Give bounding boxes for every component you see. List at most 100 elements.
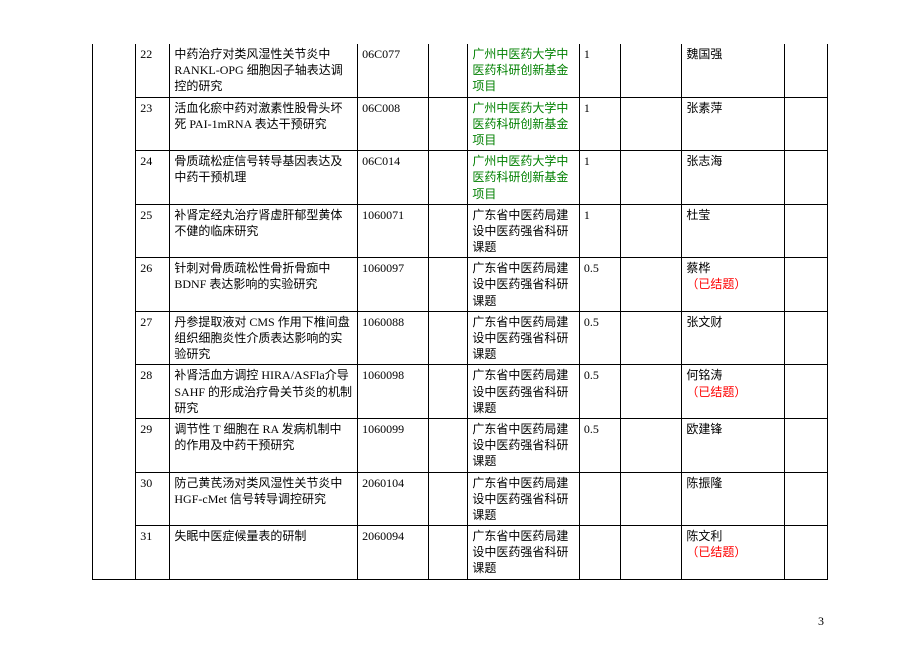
cell-blank2: [620, 97, 681, 151]
cell-code: 1060071: [358, 204, 429, 258]
cell-blank1: [428, 418, 468, 472]
person-name: 张素萍: [686, 100, 779, 116]
person-name: 陈振隆: [686, 475, 779, 491]
cell-blank2: [620, 258, 681, 312]
cell-person: 欧建锋: [682, 418, 784, 472]
cell-person: 蔡桦（已结题）: [682, 258, 784, 312]
cell-num: 26: [136, 258, 170, 312]
person-name: 张志海: [686, 153, 779, 169]
cell-title: 调节性 T 细胞在 RA 发病机制中的作用及中药干预研究: [170, 418, 358, 472]
cell-num: 24: [136, 151, 170, 205]
cell-title: 丹参提取液对 CMS 作用下椎间盘组织细胞炎性介质表达影响的实验研究: [170, 311, 358, 365]
table-row: 29调节性 T 细胞在 RA 发病机制中的作用及中药干预研究1060099 广东省…: [93, 418, 828, 472]
cell-person: 杜莹: [682, 204, 784, 258]
table-row: 22中药治疗对类风湿性关节炎中 RANKL-OPG 细胞因子轴表达调控的研究06…: [93, 44, 828, 97]
cell-blank1: [428, 526, 468, 580]
cell-title: 骨质疏松症信号转导基因表达及中药干预机理: [170, 151, 358, 205]
cell-num: 30: [136, 472, 170, 526]
cell-fund: 广东省中医药局建设中医药强省科研课题: [468, 472, 580, 526]
cell-fund: 广东省中医药局建设中医药强省科研课题: [468, 311, 580, 365]
cell-blank2: [620, 44, 681, 97]
cell-amount: 0.5: [579, 365, 620, 419]
cell-blank3: [784, 44, 827, 97]
cell-fund: 广州中医药大学中医药科研创新基金项目: [468, 97, 580, 151]
cell-blank1: [428, 204, 468, 258]
person-name: 魏国强: [686, 46, 779, 62]
cell-title: 活血化瘀中药对激素性股骨头坏死 PAI-1mRNA 表达干预研究: [170, 97, 358, 151]
cell-amount: 0.5: [579, 258, 620, 312]
cell-amount: [579, 472, 620, 526]
cell-person: 张素萍: [682, 97, 784, 151]
cell-blank1: [428, 365, 468, 419]
data-table: 22中药治疗对类风湿性关节炎中 RANKL-OPG 细胞因子轴表达调控的研究06…: [92, 44, 828, 580]
cell-group: [93, 44, 136, 579]
cell-amount: [579, 526, 620, 580]
table-row: 28补肾活血方调控 HIRA/ASFla介导 SAHF 的形成治疗骨关节炎的机制…: [93, 365, 828, 419]
table-row: 26针刺对骨质疏松性骨折骨痂中 BDNF 表达影响的实验研究1060097 广东省…: [93, 258, 828, 312]
cell-blank3: [784, 472, 827, 526]
table-row: 25补肾定经丸治疗肾虚肝郁型黄体不健的临床研究1060071广东省中医药局建设中…: [93, 204, 828, 258]
cell-person: 何铭涛（已结题）: [682, 365, 784, 419]
person-name: 蔡桦: [686, 260, 779, 276]
cell-blank3: [784, 151, 827, 205]
cell-fund: 广东省中医药局建设中医药强省科研课题: [468, 526, 580, 580]
cell-fund: 广州中医药大学中医药科研创新基金项目: [468, 44, 580, 97]
cell-code: 06C014: [358, 151, 429, 205]
cell-num: 23: [136, 97, 170, 151]
cell-amount: 0.5: [579, 311, 620, 365]
cell-code: 1060099: [358, 418, 429, 472]
cell-blank3: [784, 418, 827, 472]
cell-blank1: [428, 44, 468, 97]
cell-code: 2060094: [358, 526, 429, 580]
cell-blank2: [620, 365, 681, 419]
cell-num: 25: [136, 204, 170, 258]
cell-amount: 1: [579, 97, 620, 151]
person-name: 杜莹: [686, 207, 779, 223]
cell-blank3: [784, 311, 827, 365]
person-name: 何铭涛: [686, 367, 779, 383]
person-name: 张文财: [686, 314, 779, 330]
cell-blank2: [620, 204, 681, 258]
cell-title: 中药治疗对类风湿性关节炎中 RANKL-OPG 细胞因子轴表达调控的研究: [170, 44, 358, 97]
cell-blank2: [620, 526, 681, 580]
person-note: （已结题）: [686, 276, 779, 292]
person-name: 欧建锋: [686, 421, 779, 437]
cell-blank1: [428, 151, 468, 205]
cell-code: 2060104: [358, 472, 429, 526]
cell-person: 张文财: [682, 311, 784, 365]
cell-num: 29: [136, 418, 170, 472]
cell-amount: 1: [579, 204, 620, 258]
cell-blank3: [784, 365, 827, 419]
cell-amount: 1: [579, 151, 620, 205]
cell-amount: 0.5: [579, 418, 620, 472]
cell-person: 陈振隆: [682, 472, 784, 526]
cell-fund: 广东省中医药局建设中医药强省科研课题: [468, 418, 580, 472]
document-page: 22中药治疗对类风湿性关节炎中 RANKL-OPG 细胞因子轴表达调控的研究06…: [0, 0, 920, 651]
cell-blank3: [784, 204, 827, 258]
person-note: （已结题）: [686, 384, 779, 400]
cell-code: 1060098: [358, 365, 429, 419]
person-name: 陈文利: [686, 528, 779, 544]
cell-blank2: [620, 418, 681, 472]
cell-blank1: [428, 311, 468, 365]
cell-num: 28: [136, 365, 170, 419]
cell-blank1: [428, 258, 468, 312]
cell-blank3: [784, 526, 827, 580]
cell-fund: 广东省中医药局建设中医药强省科研课题: [468, 258, 580, 312]
person-note: （已结题）: [686, 544, 779, 560]
table-row: 24骨质疏松症信号转导基因表达及中药干预机理06C014广州中医药大学中医药科研…: [93, 151, 828, 205]
cell-title: 针刺对骨质疏松性骨折骨痂中 BDNF 表达影响的实验研究: [170, 258, 358, 312]
table-row: 30防己黄芪汤对类风湿性关节炎中 HGF-cMet 信号转导调控研究206010…: [93, 472, 828, 526]
table-row: 31失眠中医症候量表的研制2060094广东省中医药局建设中医药强省科研课题陈文…: [93, 526, 828, 580]
cell-code: 06C077: [358, 44, 429, 97]
cell-blank2: [620, 311, 681, 365]
table-row: 23活血化瘀中药对激素性股骨头坏死 PAI-1mRNA 表达干预研究06C008…: [93, 97, 828, 151]
cell-num: 22: [136, 44, 170, 97]
cell-blank2: [620, 151, 681, 205]
cell-blank1: [428, 97, 468, 151]
cell-code: 1060097: [358, 258, 429, 312]
cell-fund: 广东省中医药局建设中医药强省科研课题: [468, 204, 580, 258]
cell-blank3: [784, 97, 827, 151]
cell-num: 31: [136, 526, 170, 580]
cell-num: 27: [136, 311, 170, 365]
